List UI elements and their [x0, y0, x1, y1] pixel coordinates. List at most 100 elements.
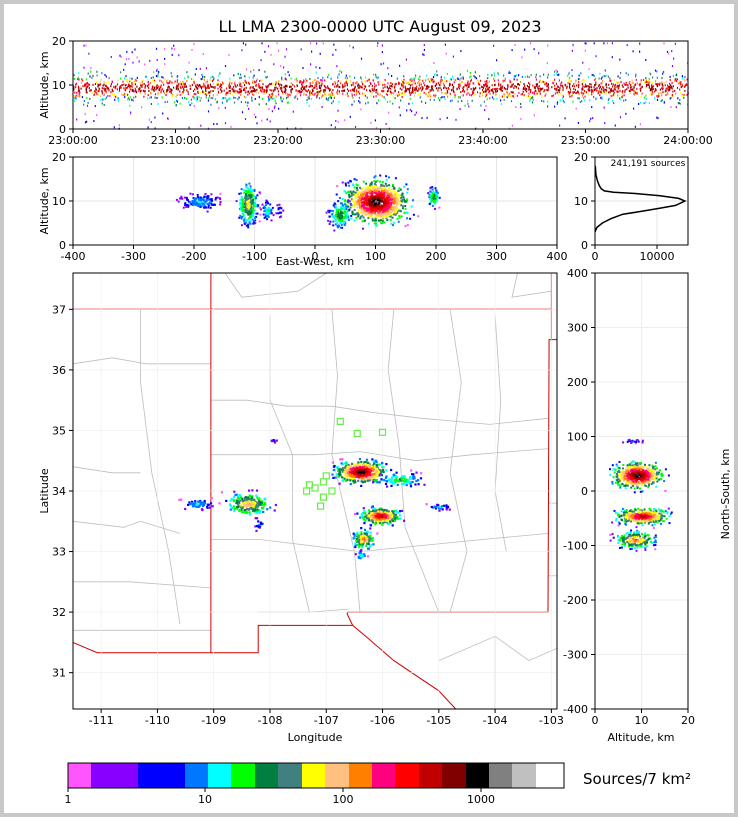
- altitude-time-source: [208, 97, 210, 100]
- altitude-time-source: [569, 82, 571, 85]
- altitude-time-source: [234, 91, 236, 94]
- plan-view-source: [395, 471, 398, 474]
- altitude-time-source: [158, 71, 160, 73]
- altitude-time-source: [287, 101, 290, 104]
- altitude-time-source: [618, 82, 621, 84]
- altitude-time-source: [448, 88, 450, 91]
- altitude-time-source: [306, 79, 308, 82]
- altitude-histogram-x-tick-label: 10000: [640, 250, 675, 263]
- altitude-time-source: [595, 97, 597, 100]
- altitude-time-source: [486, 93, 488, 96]
- altitude-time-source: [205, 93, 207, 96]
- altitude-east-west-source: [340, 210, 343, 213]
- altitude-time-source: [284, 73, 286, 76]
- altitude-time-x-tick-label: 23:00:00: [48, 134, 97, 147]
- altitude-east-west-source: [381, 187, 383, 190]
- plan-view-source: [379, 463, 382, 466]
- altitude-east-west-source: [339, 221, 342, 224]
- altitude-east-west-source: [328, 223, 331, 225]
- altitude-time-source: [170, 81, 172, 84]
- plan-view-source: [385, 469, 388, 472]
- altitude-time-source: [391, 83, 393, 85]
- plan-view-source: [373, 462, 376, 465]
- altitude-time-source: [429, 89, 431, 92]
- county-boundary: [258, 608, 349, 613]
- plan-view-source: [382, 521, 385, 524]
- altitude-time-source: [289, 86, 291, 88]
- altitude-time-source: [615, 81, 617, 84]
- altitude-time-source: [459, 83, 461, 86]
- altitude-time-source: [346, 77, 348, 80]
- altitude-time-source: [648, 85, 651, 88]
- altitude-time-source: [268, 97, 270, 100]
- altitude-east-west-source: [429, 194, 432, 197]
- altitude-east-west-source: [357, 191, 360, 194]
- plan-view-source: [359, 516, 362, 519]
- plan-view-source: [379, 473, 382, 476]
- altitude-time-source: [185, 98, 188, 100]
- altitude-time-source: [328, 97, 330, 100]
- altitude-time-source: [676, 78, 678, 81]
- altitude-east-west-source: [202, 201, 205, 204]
- altitude-time-source: [528, 76, 530, 79]
- altitude-time-source: [321, 79, 323, 82]
- altitude-histogram-y-tick-label: 0: [581, 239, 588, 252]
- altitude-east-west-source: [361, 214, 364, 217]
- altitude-time-source: [209, 91, 211, 94]
- altitude-east-west-source: [277, 212, 280, 215]
- altitude-time-source: [218, 74, 220, 77]
- altitude-time-source: [604, 88, 606, 91]
- altitude-time-source: [355, 93, 357, 96]
- altitude-time-source: [491, 96, 494, 99]
- altitude-time-source: [201, 85, 203, 88]
- altitude-east-west-source: [245, 195, 248, 198]
- altitude-time-source: [334, 85, 336, 88]
- altitude-time-source: [672, 74, 674, 77]
- plan-view-source: [372, 478, 375, 481]
- altitude-time-source: [301, 85, 303, 88]
- altitude-east-west-source: [242, 188, 245, 191]
- altitude-east-west-source: [380, 189, 383, 192]
- plan-view-source: [354, 475, 358, 478]
- altitude-time-source: [449, 83, 451, 86]
- plan-view-source: [357, 472, 360, 475]
- altitude-time-source: [298, 90, 300, 93]
- altitude-east-west-source: [197, 200, 200, 203]
- altitude-time-source: [415, 88, 417, 91]
- altitude-east-west-source: [370, 207, 373, 210]
- altitude-time-source: [143, 90, 145, 93]
- altitude-time-source: [410, 81, 412, 84]
- altitude-time-source: [324, 84, 326, 87]
- altitude-time-source: [221, 86, 223, 89]
- altitude-time-source: [650, 91, 653, 94]
- altitude-time-source: [269, 96, 271, 99]
- altitude-east-west-source: [360, 193, 362, 196]
- altitude-time-source: [95, 88, 97, 91]
- altitude-time-source: [182, 91, 184, 94]
- altitude-east-west-source: [363, 206, 366, 209]
- altitude-east-west-source: [344, 220, 347, 223]
- altitude-east-west-source: [378, 214, 381, 217]
- altitude-time-source: [295, 77, 297, 80]
- altitude-time-source: [547, 100, 549, 103]
- altitude-time-source: [267, 45, 270, 48]
- altitude-east-west-source: [382, 197, 385, 200]
- altitude-time-source: [592, 90, 594, 93]
- altitude-time-source: [114, 94, 116, 96]
- altitude-east-west-source: [199, 206, 202, 208]
- altitude-east-west-source: [266, 218, 269, 221]
- altitude-east-west-source: [256, 212, 259, 215]
- altitude-east-west-source: [391, 216, 394, 219]
- altitude-east-west-source: [212, 203, 215, 206]
- altitude-time-source: [429, 98, 431, 101]
- altitude-time-source: [344, 84, 346, 87]
- altitude-time-source: [523, 86, 525, 89]
- altitude-time-source: [635, 73, 637, 76]
- altitude-time-x-tick-label: 23:10:00: [151, 134, 200, 147]
- altitude-time-source: [202, 75, 204, 78]
- altitude-time-source: [373, 88, 375, 91]
- altitude-east-west-source: [347, 216, 350, 219]
- altitude-east-west-source: [385, 189, 388, 192]
- altitude-time-source: [538, 92, 540, 95]
- altitude-time-source: [330, 97, 332, 99]
